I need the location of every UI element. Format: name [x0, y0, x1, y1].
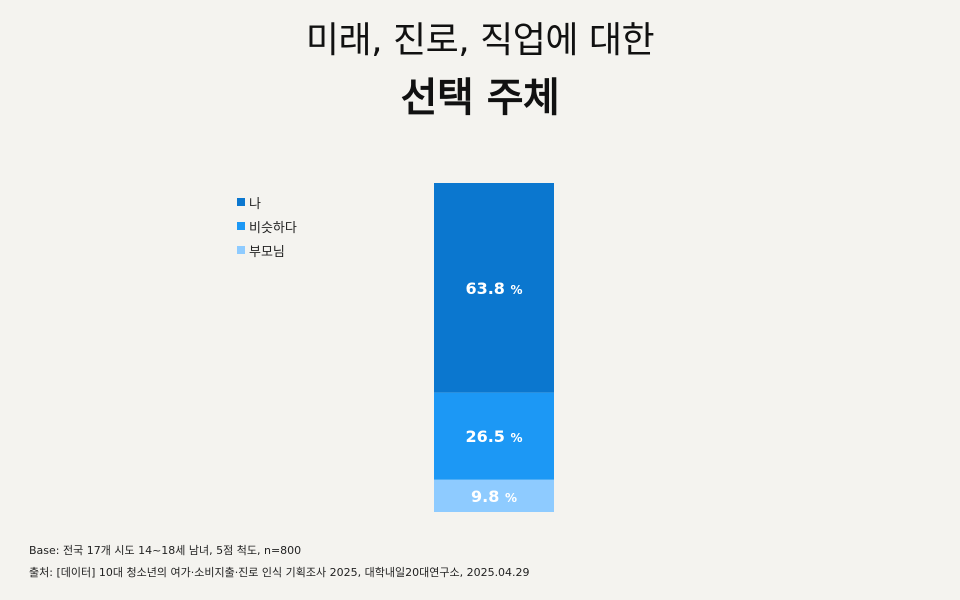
legend-label-similar: 비슷하다 — [249, 220, 297, 236]
chart-title: 미래, 진로, 직업에 대한 선택 주체 — [0, 18, 960, 124]
bar-segment-na — [434, 183, 554, 393]
legend: 나 비슷하다 부모님 — [237, 190, 297, 262]
footer: Base: 전국 17개 시도 14~18세 남녀, 5점 척도, n=800 … — [29, 540, 530, 584]
footer-base: Base: 전국 17개 시도 14~18세 남녀, 5점 척도, n=800 — [29, 544, 302, 557]
title-line-1: 미래, 진로, 직업에 대한 — [305, 20, 655, 61]
legend-item-na: 나 — [237, 190, 297, 214]
legend-swatch-parents — [237, 246, 245, 254]
legend-swatch-na — [237, 198, 245, 206]
stacked-bar-chart: 63.8 % 26.5 % 9.8 % — [434, 183, 554, 512]
value-label-parents: 9.8 % — [471, 487, 517, 506]
legend-swatch-similar — [237, 222, 245, 230]
legend-label-parents: 부모님 — [249, 244, 285, 260]
value-label-na: 63.8 % — [465, 279, 522, 298]
chart-svg: 63.8 % 26.5 % 9.8 % — [434, 183, 554, 512]
legend-label-na: 나 — [249, 196, 261, 212]
title-line-2: 선택 주체 — [400, 75, 560, 121]
value-label-similar: 26.5 % — [465, 427, 522, 446]
bar-segment-parents — [434, 479, 554, 512]
legend-item-similar: 비슷하다 — [237, 214, 297, 238]
legend-item-parents: 부모님 — [237, 238, 297, 262]
bar-segment-similar — [434, 392, 554, 480]
footer-source: 출처: [데이터] 10대 청소년의 여가·소비지출·진로 인식 기획조사 20… — [29, 566, 530, 579]
